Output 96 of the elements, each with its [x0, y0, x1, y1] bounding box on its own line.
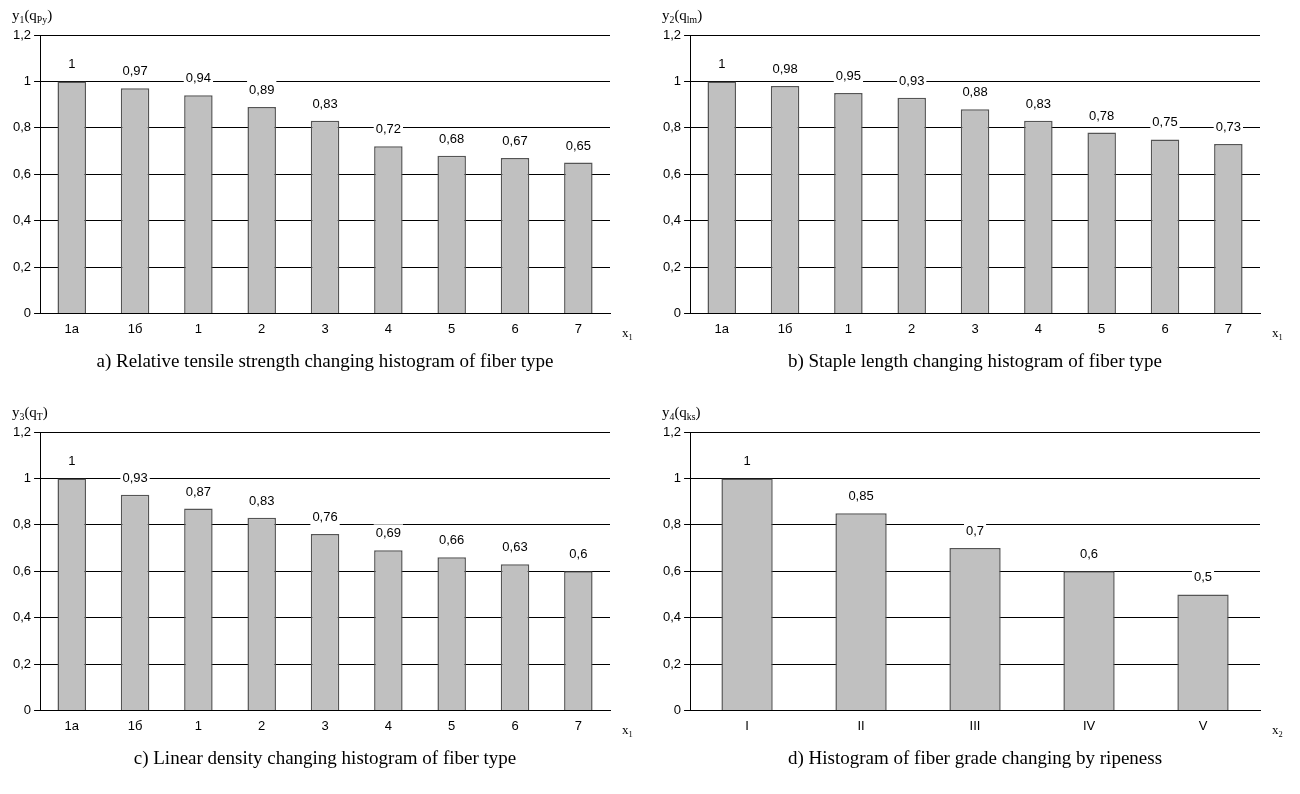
x-tick-label: 1 — [844, 320, 852, 336]
y-tick-label: 0,8 — [662, 119, 682, 135]
x-tick-label: 1а — [64, 320, 80, 336]
x-tick-label: 6 — [511, 320, 519, 336]
x-tick-label: 2 — [258, 717, 266, 733]
x-tick-label: 5 — [448, 320, 456, 336]
y-tick-label: 0,8 — [12, 516, 32, 532]
x-tick-label: 3 — [971, 320, 979, 336]
text: 1 — [68, 453, 76, 469]
text: 0,73 — [1215, 119, 1241, 135]
text: 0,85 — [848, 488, 874, 504]
y-tick-label: 0 — [23, 304, 32, 320]
x-tick-label: III — [969, 717, 981, 733]
text: 0,83 — [1025, 95, 1052, 111]
text: 0,6 — [569, 546, 588, 562]
y-tick-label: 0 — [23, 701, 32, 717]
text: 0,89 — [249, 82, 275, 97]
x-tick-label: 1б — [127, 320, 143, 336]
text: 1 — [68, 56, 76, 72]
y-tick-label: 1,2 — [12, 423, 32, 439]
y-tick-label: 1 — [23, 72, 32, 88]
x-tick-label: 1б — [127, 717, 143, 733]
text: c) Linear density changing histogram of fiber type — [132, 747, 518, 768]
x-tick-label: 6 — [1161, 320, 1169, 336]
x-tick-label: 3 — [321, 717, 329, 733]
y-tick-label: 1,2 — [662, 423, 682, 439]
x-tick-label: 2 — [908, 320, 916, 336]
text: 0,97 — [122, 63, 148, 79]
x-tick-label: 1б — [777, 320, 793, 336]
y-tick-label: 0,2 — [662, 258, 682, 274]
text: 0,68 — [439, 130, 465, 146]
text: 0,83 — [249, 492, 275, 508]
text: 0,6 — [1079, 546, 1099, 562]
y-tick-label: 0,4 — [12, 609, 32, 625]
x-tick-label: 3 — [321, 320, 329, 336]
y-tick-label: 0 — [673, 701, 682, 717]
text: 0,94 — [185, 70, 212, 86]
x-tick-label: 7 — [574, 320, 582, 336]
text: 1 — [743, 453, 751, 469]
x-tick-label: 4 — [384, 320, 392, 336]
x-tick-label: 1а — [714, 320, 730, 336]
y-tick-label: 0,6 — [12, 562, 32, 578]
x-tick-label: 6 — [511, 717, 519, 733]
y-tick-label: 0 — [673, 304, 682, 320]
y-tick-label: 0,2 — [12, 258, 32, 274]
y-tick-label: 1 — [673, 72, 682, 88]
text: 0,76 — [312, 509, 338, 525]
y-tick-label: 1 — [23, 469, 32, 485]
x-tick-label: IV — [1082, 717, 1096, 733]
text: 0,98 — [772, 61, 798, 77]
y-tick-label: 0,6 — [12, 165, 32, 181]
text: 0,78 — [1089, 107, 1115, 123]
y-tick-label: 0,6 — [662, 562, 682, 578]
text: 0,67 — [502, 133, 528, 149]
x-tick-label: 5 — [448, 717, 456, 733]
text: 0,65 — [565, 137, 591, 153]
x-tick-label: V — [1198, 717, 1208, 733]
y-tick-label: 0,8 — [662, 516, 682, 532]
y-tick-label: 1,2 — [662, 26, 682, 42]
text: 0,5 — [1193, 569, 1213, 585]
y-tick-label: 0,4 — [662, 212, 682, 228]
x-tick-label: II — [857, 717, 865, 733]
text: 0,88 — [962, 84, 988, 100]
x-tick-label: 7 — [1224, 320, 1232, 336]
x-tick-label: 1а — [64, 717, 80, 733]
text: 0,93 — [899, 72, 925, 88]
x-tick-label: 2 — [258, 320, 266, 336]
x-tick-label: 5 — [1098, 320, 1106, 336]
y-tick-label: 1,2 — [12, 26, 32, 42]
text: 0,66 — [439, 532, 465, 548]
text: 0,63 — [502, 539, 528, 555]
y-tick-label: 0,2 — [12, 655, 32, 671]
x-tick-label: 4 — [1034, 320, 1042, 336]
y-tick-label: 0,2 — [662, 655, 682, 671]
y-tick-label: 0,4 — [662, 609, 682, 625]
text: 0,95 — [835, 68, 862, 84]
text: 1 — [718, 56, 726, 72]
x-tick-label: 1 — [194, 717, 202, 733]
x-tick-label: 7 — [574, 717, 582, 733]
y-tick-label: 0,6 — [662, 165, 682, 181]
text: 0,75 — [1152, 114, 1178, 130]
text: 0,72 — [375, 121, 402, 137]
text: b) Staple length changing histogram of fiber type — [786, 350, 1164, 371]
x-tick-label: 4 — [384, 717, 392, 733]
text: 0,69 — [375, 525, 402, 541]
text: d) Histogram of fiber grade changing by ripeness — [786, 747, 1164, 768]
text: 0,7 — [966, 523, 985, 539]
x-tick-label: I — [745, 717, 749, 733]
y-tick-label: 1 — [673, 469, 682, 485]
text: 0,83 — [312, 95, 338, 111]
y-tick-label: 0,4 — [12, 212, 32, 228]
text: a) Relative tensile strength changing histogram of fiber type — [95, 350, 555, 371]
y-tick-label: 0,8 — [12, 119, 32, 135]
text: 0,93 — [122, 469, 148, 485]
x-tick-label: 1 — [194, 320, 202, 336]
text: 0,87 — [185, 483, 212, 499]
